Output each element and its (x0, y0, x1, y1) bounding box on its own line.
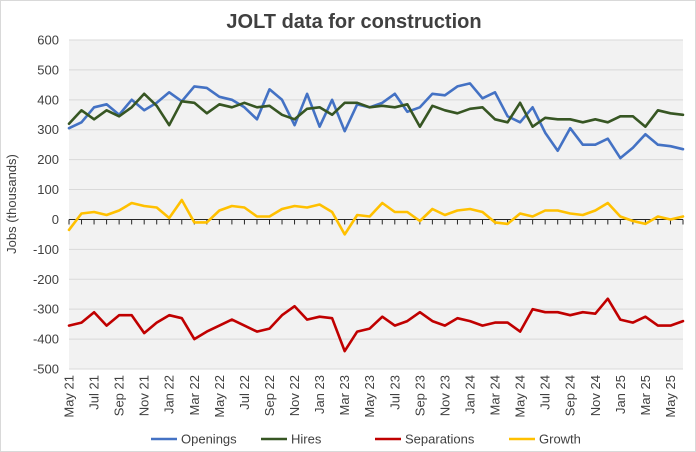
x-tick-label: Jul 21 (87, 375, 102, 410)
chart-title: JOLT data for construction (226, 11, 481, 33)
y-tick-label: -100 (33, 242, 59, 257)
x-tick-label: Mar 25 (638, 375, 653, 415)
series-line-hires (67, 92, 685, 128)
x-tick-label: May 23 (362, 375, 377, 418)
legend-item-separations: Separations (375, 432, 475, 447)
y-tick-label: -500 (33, 362, 59, 377)
x-tick-label: May 25 (663, 375, 678, 418)
series-line-separations (67, 297, 685, 353)
x-tick-label: Mar 22 (187, 375, 202, 415)
zero-axis (68, 218, 684, 225)
x-tick-label: Nov 21 (137, 375, 152, 416)
legend-item-openings: Openings (151, 432, 237, 447)
x-tick-label: May 24 (513, 375, 528, 418)
y-axis-label: Jobs (thousands) (4, 154, 19, 254)
y-tick-label: 600 (37, 33, 59, 48)
y-tick-label: -300 (33, 302, 59, 317)
y-tick-label: 400 (37, 92, 59, 107)
x-tick-label: Nov 23 (437, 375, 452, 416)
legend-label: Openings (181, 432, 237, 447)
y-tick-label: 100 (37, 182, 59, 197)
x-tick-label: Sep 24 (563, 375, 578, 416)
x-tick-label: Jan 23 (312, 375, 327, 414)
x-tick-label: Jan 25 (613, 375, 628, 414)
gridlines (69, 39, 683, 370)
x-tick-label: Sep 22 (262, 375, 277, 416)
legend-label: Separations (405, 432, 475, 447)
legend-item-growth: Growth (509, 432, 581, 447)
y-tick-label: -200 (33, 272, 59, 287)
legend-label: Hires (291, 432, 322, 447)
y-tick-label: 0 (52, 212, 59, 227)
y-tick-label: -400 (33, 332, 59, 347)
series-line-openings (67, 82, 685, 160)
x-tick-label: Mar 24 (488, 375, 503, 415)
legend: Openings Hires Separations Growth (151, 432, 581, 447)
legend-label: Growth (539, 432, 581, 447)
series-lines (67, 82, 685, 353)
x-tick-label: Jul 22 (237, 375, 252, 410)
x-tick-label: Jul 23 (387, 375, 402, 410)
series-line-growth (67, 198, 685, 236)
x-tick-label: Sep 21 (112, 375, 127, 416)
x-tick-label: Jan 24 (462, 375, 477, 414)
y-tick-label: 200 (37, 152, 59, 167)
x-tick-label: May 22 (212, 375, 227, 418)
y-tick-label: 300 (37, 122, 59, 137)
x-tick-label: Jan 22 (162, 375, 177, 414)
x-tick-label: Mar 23 (337, 375, 352, 415)
x-tick-label: May 21 (62, 375, 77, 418)
x-tick-label: Sep 23 (412, 375, 427, 416)
y-axis: 600 500 400 300 200 100 0 -100 -200 -300 -400 -500 (33, 33, 59, 377)
legend-item-hires: Hires (261, 432, 322, 447)
x-tick-label: Nov 24 (588, 375, 603, 416)
x-axis: May 21 Jul 21 Sep 21 Nov 21 Jan 22 Mar 22 May … (62, 375, 678, 418)
y-tick-label: 500 (37, 62, 59, 77)
x-tick-label: Nov 22 (287, 375, 302, 416)
x-tick-label: Jul 24 (538, 375, 553, 410)
